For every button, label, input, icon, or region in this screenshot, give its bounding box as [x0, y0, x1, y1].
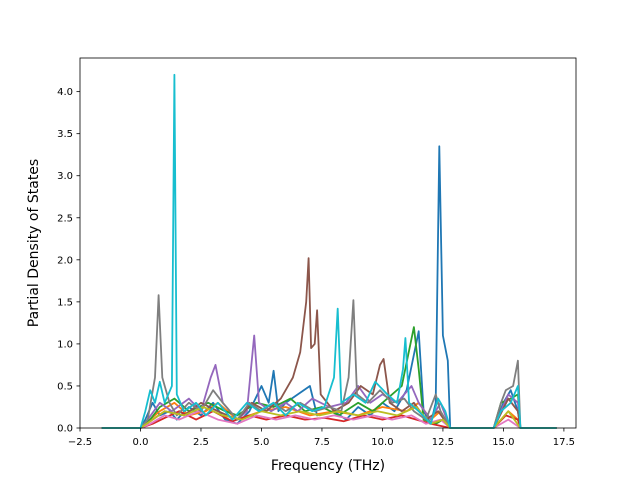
x-tick-label: 5.0 — [254, 437, 270, 448]
y-tick-label: 3.0 — [57, 171, 73, 182]
y-tick-label: 2.5 — [57, 213, 73, 224]
y-tick-label: 1.5 — [57, 297, 73, 308]
x-tick-label: 2.5 — [193, 437, 209, 448]
x-tick-label: 17.5 — [553, 437, 575, 448]
y-tick-label: 1.0 — [57, 339, 73, 350]
x-tick-label: 0.0 — [133, 437, 149, 448]
y-tick-label: 0.0 — [57, 424, 73, 435]
x-axis-label: Frequency (THz) — [271, 458, 385, 474]
y-tick-label: 4.0 — [57, 87, 73, 98]
series-line-10 — [101, 73, 557, 429]
y-tick-label: 3.5 — [57, 129, 73, 140]
axes-frame — [79, 57, 577, 429]
x-tick-label: 15.0 — [492, 437, 514, 448]
x-tick-label: 12.5 — [432, 437, 454, 448]
y-tick-label: 0.5 — [57, 381, 73, 392]
y-tick-label: 2.0 — [57, 255, 73, 266]
y-axis: 0.0 0.5 1.0 1.5 2.0 2.5 3.0 3.5 4.0 — [57, 87, 80, 435]
series-line-6 — [101, 257, 557, 429]
x-tick-label: 10.0 — [371, 437, 393, 448]
x-axis: −2.5 0.0 2.5 5.0 7.5 10.0 12.5 15.0 17.5 — [68, 428, 575, 448]
x-tick-label: −2.5 — [68, 437, 92, 448]
y-axis-label: Partial Density of States — [26, 159, 42, 327]
x-tick-label: 7.5 — [314, 437, 330, 448]
